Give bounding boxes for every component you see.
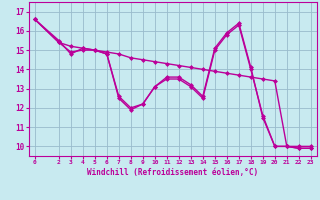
X-axis label: Windchill (Refroidissement éolien,°C): Windchill (Refroidissement éolien,°C) [87,168,258,177]
